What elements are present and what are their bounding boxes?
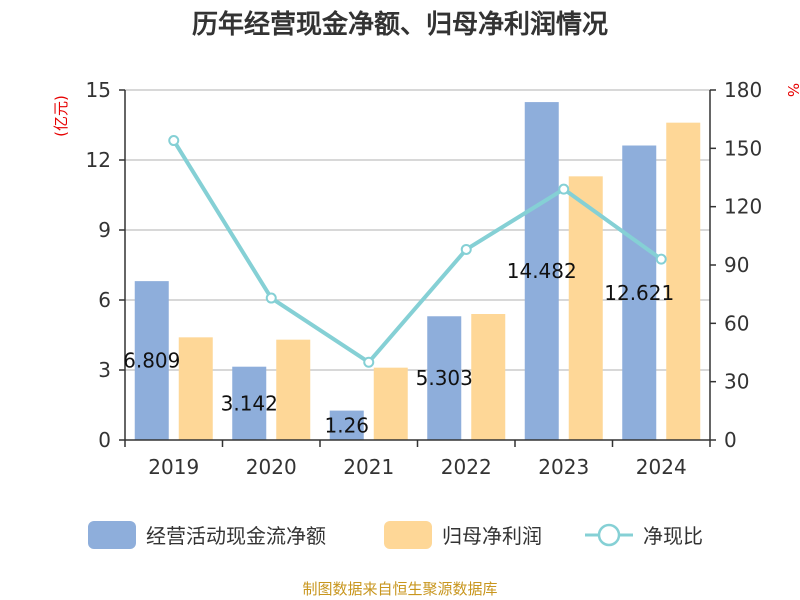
bar-data-label: 6.809 [123,349,180,373]
x-tick-label: 2024 [636,455,687,479]
x-tick-label: 2019 [148,455,199,479]
x-tick-label: 2021 [343,455,394,479]
bar-cashflow [329,410,364,440]
ratio-point [363,356,375,368]
data-labels: 6.809 3.142 1.26 5.303 14.482 12.621 [123,259,674,437]
ratio-point [558,183,570,195]
bar-data-label: 12.621 [604,281,674,305]
ratio-line-path [172,139,663,365]
y-right-tick-label: 0 [724,428,737,452]
bar-data-label: 14.482 [507,259,577,283]
y-left-tick-label: 12 [86,148,111,172]
bar-cashflow [524,102,559,440]
y-left-tick-label: 3 [98,358,111,382]
bars [134,102,701,441]
y-left-tick-label: 6 [98,288,111,312]
ratio-line [168,135,667,368]
legend-label: 净现比 [643,524,703,548]
y-left-tick-label: 0 [98,428,111,452]
bar-net-profit [373,367,408,440]
bar-data-label: 5.303 [416,366,473,390]
bar-data-label: 3.142 [221,391,278,415]
y-right-tick-label: 90 [724,253,749,277]
y-right-unit: % [784,83,800,97]
bar-data-label: 1.26 [324,413,369,437]
y-right-tick-label: 60 [724,311,749,335]
y-left-tick-label: 9 [98,218,111,242]
legend-label: 归母净利润 [442,524,542,548]
x-tick-label: 2020 [246,455,297,479]
bar-cashflow [232,366,267,440]
ratio-point [168,135,180,147]
legend-swatch [88,521,136,549]
ratio-point [265,292,277,304]
bar-cashflow [427,316,462,440]
x-tick-label: 2022 [441,455,492,479]
y-right-tick-label: 180 [724,78,762,102]
bar-net-profit [471,314,506,440]
y-left-unit: (亿元) [52,95,70,137]
source-note: 制图数据来自恒生聚源数据库 [302,580,497,598]
legend-label: 经营活动现金流净额 [146,524,326,548]
y-right-tick-label: 150 [724,136,762,160]
y-right-tick-label: 30 [724,370,749,394]
bar-net-profit [178,337,213,440]
legend-marker [597,523,621,547]
bar-cashflow [134,281,169,440]
y-left-tick-label: 15 [86,78,111,102]
grid-lines [125,89,710,371]
bar-net-profit [666,122,701,441]
bar-cashflow [622,145,657,440]
ratio-point [460,243,472,255]
ratio-point [655,253,667,265]
y-right-tick-label: 120 [724,195,762,219]
x-tick-label: 2023 [538,455,589,479]
legend: 经营活动现金流净额 归母净利润 净现比 [88,521,703,549]
legend-swatch [384,521,432,549]
chart-title: 历年经营现金净额、归母净利润情况 [192,9,608,40]
bar-net-profit [276,339,311,440]
bar-net-profit [568,176,603,441]
